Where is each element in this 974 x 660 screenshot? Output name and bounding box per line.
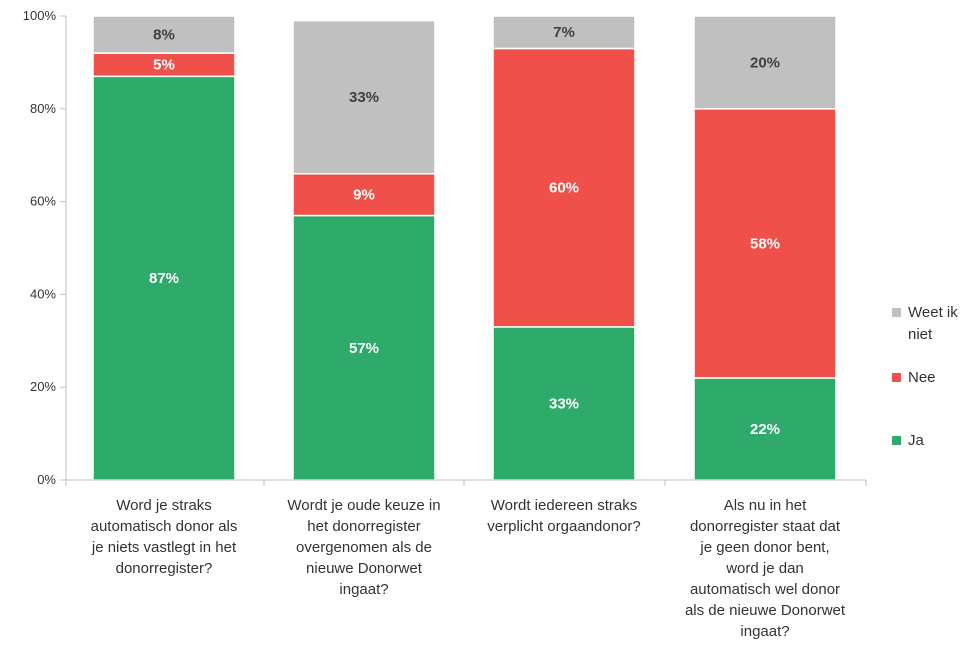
- legend-item: Weet ik niet: [892, 304, 958, 343]
- category-label-line: automatisch wel donor: [690, 581, 840, 598]
- category-label-line: Wordt iedereen straks: [491, 497, 637, 514]
- data-label: 33%: [349, 89, 379, 106]
- bar-segment-nee: [693, 108, 837, 379]
- bar-segment-weet-ik-niet: [693, 15, 837, 110]
- y-axis: 0% 20% 40% 60% 80% 100%: [23, 8, 67, 487]
- x-axis: Word je straks automatisch donor als je ni…: [65, 479, 867, 640]
- data-label: 20%: [750, 54, 780, 71]
- y-tick-label: 0%: [37, 472, 56, 487]
- legend-swatch: [892, 436, 901, 445]
- legend-item: Ja: [892, 432, 925, 449]
- category-label: Wordt je oude keuze in het donorregister o…: [287, 497, 440, 598]
- bar-segment-weet-ik-niet: [292, 19, 436, 175]
- data-label: 8%: [153, 27, 175, 44]
- legend-swatch: [892, 308, 901, 317]
- y-tick-label: 100%: [23, 8, 57, 23]
- legend-label-line: niet: [908, 326, 933, 343]
- y-tick-label: 40%: [30, 286, 56, 301]
- category-label-line: nieuwe Donorwet: [306, 560, 423, 577]
- bar-segment-nee: [292, 173, 436, 217]
- legend-label: Weet ik niet: [908, 304, 958, 343]
- bar-stack: 57% 9% 33%: [292, 19, 436, 481]
- category-label-line: Wordt je oude keuze in: [287, 497, 440, 514]
- category-label-line: Word je straks: [116, 497, 212, 514]
- legend-item: Nee: [892, 369, 936, 386]
- category-label-line: je niets vastlegt in het: [91, 539, 237, 556]
- bar-segment-weet-ik-niet: [92, 15, 236, 54]
- data-label: 7%: [553, 24, 575, 41]
- legend-label: Nee: [908, 369, 936, 386]
- legend-label-line: Weet ik: [908, 304, 958, 321]
- bar-stack: 87% 5% 8%: [92, 15, 236, 481]
- legend-label-line: Ja: [908, 432, 925, 449]
- category-label-line: het donorregister: [307, 518, 420, 535]
- legend-label: Ja: [908, 432, 925, 449]
- category-label-line: overgenomen als de: [296, 539, 432, 556]
- data-label: 57%: [349, 340, 379, 357]
- bars: 87% 5% 8% 57% 9% 33% 33% 60% 7% 22% 58% 20%: [92, 15, 837, 481]
- bar-segment-weet-ik-niet: [492, 15, 636, 50]
- category-label-line: ingaat?: [740, 623, 789, 640]
- data-label: 9%: [353, 187, 375, 204]
- data-label: 5%: [153, 57, 175, 74]
- category-label-line: verplicht orgaandonor?: [487, 518, 640, 535]
- bar-segment-ja: [693, 377, 837, 481]
- category-label-line: word je dan: [725, 560, 804, 577]
- data-label: 87%: [149, 270, 179, 287]
- category-label: Als nu in het donorregister staat dat je g…: [685, 497, 846, 640]
- category-label: Wordt iedereen straks verplicht orgaandon…: [487, 497, 640, 535]
- data-label: 22%: [750, 421, 780, 438]
- data-label: 33%: [549, 395, 579, 412]
- legend-swatch: [892, 373, 901, 382]
- category-label-line: als de nieuwe Donorwet: [685, 602, 846, 619]
- category-label-line: je geen donor bent,: [699, 539, 829, 556]
- bar-segment-nee: [492, 47, 636, 328]
- y-tick-label: 80%: [30, 101, 56, 116]
- category-label-line: donorregister staat dat: [690, 518, 841, 535]
- bar-stack: 22% 58% 20%: [693, 15, 837, 481]
- category-label-line: ingaat?: [339, 581, 388, 598]
- bar-stack: 33% 60% 7%: [492, 15, 636, 481]
- legend-label-line: Nee: [908, 369, 936, 386]
- category-label-line: Als nu in het: [724, 497, 807, 514]
- data-label: 60%: [549, 180, 579, 197]
- category-label: Word je straks automatisch donor als je ni…: [91, 497, 238, 577]
- y-tick-label: 60%: [30, 194, 56, 209]
- category-label-line: donorregister?: [116, 560, 213, 577]
- data-label: 58%: [750, 235, 780, 252]
- category-label-line: automatisch donor als: [91, 518, 238, 535]
- bar-segment-ja: [492, 326, 636, 481]
- y-tick-label: 20%: [30, 379, 56, 394]
- legend: Weet ik niet Nee Ja: [892, 304, 958, 449]
